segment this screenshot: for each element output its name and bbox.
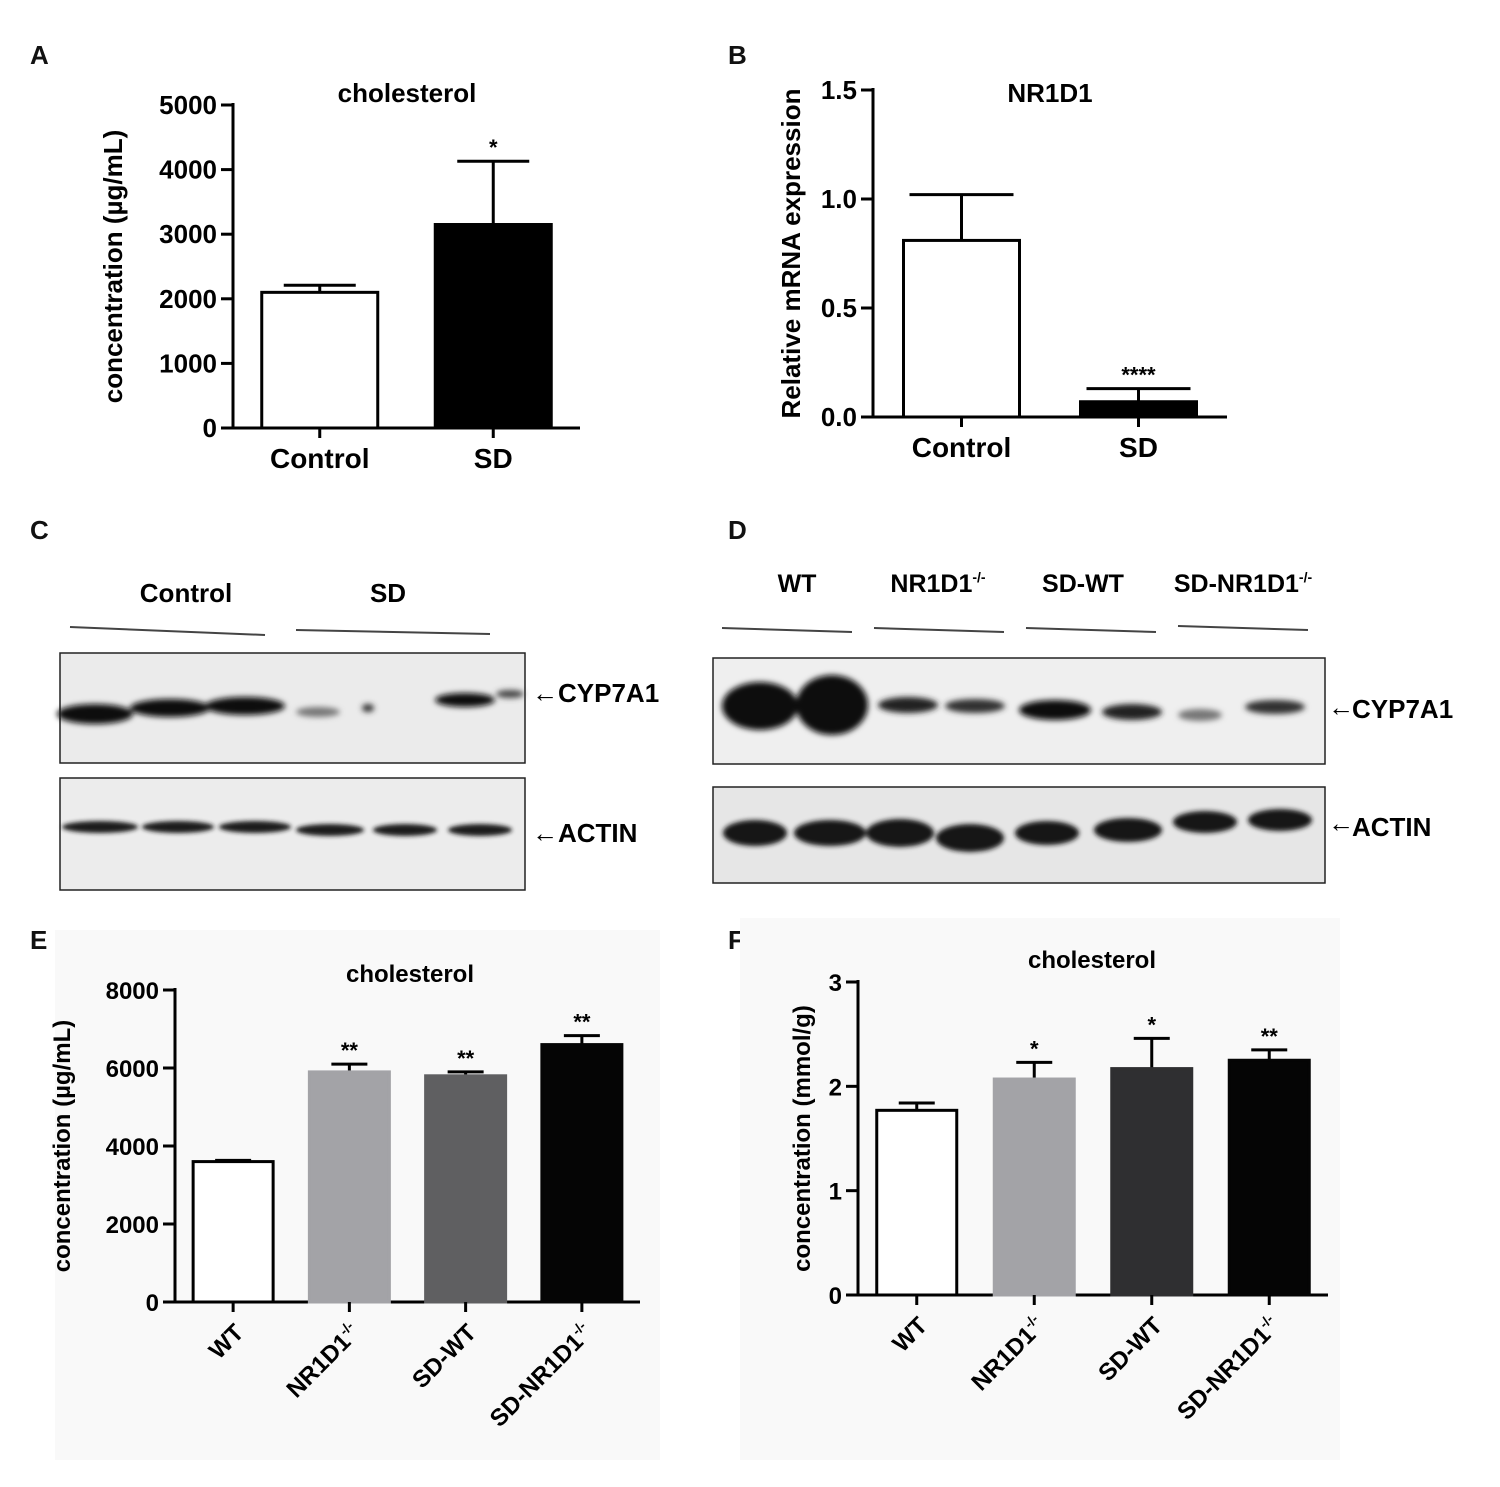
blot-d-label-actin: ACTIN <box>1352 812 1431 842</box>
panel-letter-a: A <box>30 40 49 70</box>
panel-letter-e: E <box>30 925 48 955</box>
chart-e-y-tick-label: 4000 <box>106 1134 159 1161</box>
chart-f-y-axis-label: concentration (mmol/g) <box>789 1005 816 1272</box>
chart-a-title: cholesterol <box>338 78 477 108</box>
chart-a-bar <box>433 223 553 430</box>
chart-b-significance-label: **** <box>1121 363 1156 388</box>
blot-c-actin <box>59 777 526 891</box>
blot-d-underline-sd-nr1d1 <box>1177 625 1309 631</box>
chart-f-significance-label: * <box>1030 1036 1039 1061</box>
blot-d-arrow-actin: ← <box>1328 808 1354 838</box>
chart-f-significance-label: ** <box>1261 1024 1279 1049</box>
chart-b-x-tick-label: Control <box>912 432 1012 463</box>
blot-c-arrow-actin: ← <box>532 818 558 848</box>
blot-d-cyp7a1 <box>712 657 1326 765</box>
chart-a-y-tick-label: 0 <box>203 413 217 443</box>
blot-c-group-sd: SD <box>370 578 406 608</box>
chart-b-y-axis-label: Relative mRNA expression <box>776 89 806 419</box>
blot-c-underline-sd <box>295 629 491 635</box>
chart-a-significance-label: * <box>489 135 498 160</box>
chart-b-title: NR1D1 <box>1007 78 1092 108</box>
blot-d-group-wt: WT <box>778 570 817 598</box>
chart-a-y-tick-label: 2000 <box>159 284 217 314</box>
chart-a-y-tick-label: 5000 <box>159 90 217 120</box>
chart-b-y-tick-label: 1.0 <box>821 184 857 214</box>
blot-d-arrow-cyp7a1: ← <box>1328 692 1354 722</box>
chart-e-cholesterol: 0 2000 4000 6000 8000 concentration (µg/mL) ch… <box>49 930 660 1460</box>
chart-f-significance-label: * <box>1147 1012 1156 1037</box>
chart-f-bar <box>1110 1067 1194 1297</box>
chart-e-y-tick-label: 6000 <box>106 1056 159 1083</box>
chart-e-significance-label: ** <box>457 1046 475 1071</box>
chart-a-y-axis-label: concentration (µg/mL) <box>98 130 128 404</box>
chart-e-bar <box>424 1074 508 1304</box>
chart-e-y-tick-label: 0 <box>146 1290 159 1317</box>
blot-d-underline-wt <box>721 627 853 633</box>
blot-d-label-cyp7a1: CYP7A1 <box>1352 694 1453 724</box>
chart-e-significance-label: ** <box>341 1038 359 1063</box>
panel-letter-c: C <box>30 515 49 545</box>
chart-e-y-tick-label: 2000 <box>106 1212 159 1239</box>
panel-letter-d: D <box>728 515 747 545</box>
blot-c-underline-control <box>69 626 266 636</box>
panel-letter-b: B <box>728 40 747 70</box>
chart-b-y-tick-label: 0.5 <box>821 293 857 323</box>
chart-f-bar <box>992 1077 1076 1297</box>
chart-a-y-tick-label: 1000 <box>159 348 217 378</box>
blot-c-label-actin: ACTIN <box>558 818 637 848</box>
western-blot-c: Control SD ← CYP7A1 ← ACTIN <box>57 578 659 891</box>
chart-a-cholesterol: 0 1000 2000 3000 4000 5000 concentration (µg/m… <box>98 78 580 474</box>
chart-b-y-tick-label: 0.0 <box>821 402 857 432</box>
blot-c-cyp7a1 <box>57 652 526 764</box>
western-blot-d: WT NR1D1-/- SD-WT SD-NR1D1-/- ← CYP7A1 <box>712 569 1453 884</box>
chart-a-y-tick-label: 3000 <box>159 219 217 249</box>
chart-e-title: cholesterol <box>346 961 474 988</box>
blot-d-actin <box>712 786 1326 884</box>
blot-d-group-sd-wt: SD-WT <box>1042 570 1124 598</box>
blot-d-underline-nr1d1 <box>873 627 1005 633</box>
chart-a-x-tick-label: SD <box>474 443 513 474</box>
chart-f-title: cholesterol <box>1028 947 1156 974</box>
chart-e-bar <box>307 1070 391 1304</box>
chart-f-bar <box>875 1108 959 1297</box>
chart-e-y-tick-label: 8000 <box>106 978 159 1005</box>
chart-e-y-axis-label: concentration (µg/mL) <box>49 1020 76 1273</box>
chart-f-bar <box>1227 1058 1311 1297</box>
blot-d-underline-sd-wt <box>1025 627 1157 633</box>
blot-d-group-nr1d1: NR1D1-/- <box>890 569 986 598</box>
chart-b-nr1d1-expression: 0.0 0.5 1.0 1.5 Relative mRNA expression NR1D… <box>776 75 1227 463</box>
blot-c-label-cyp7a1: CYP7A1 <box>558 678 659 708</box>
chart-f-y-tick-label: 1 <box>829 1179 842 1206</box>
blot-d-group-sd-nr1d1: SD-NR1D1-/- <box>1174 569 1313 598</box>
chart-b-x-tick-label: SD <box>1119 432 1158 463</box>
chart-a-y-tick-label: 4000 <box>159 155 217 185</box>
chart-f-y-tick-label: 0 <box>829 1283 842 1310</box>
chart-a-x-tick-label: Control <box>270 443 370 474</box>
blot-c-group-control: Control <box>140 578 232 608</box>
chart-f-y-tick-label: 3 <box>829 970 842 997</box>
blot-c-arrow-cyp7a1: ← <box>532 678 558 708</box>
chart-b-y-tick-label: 1.5 <box>821 75 857 105</box>
panel-letter-f: F <box>728 925 744 955</box>
chart-e-significance-label: ** <box>573 1010 591 1035</box>
chart-e-bar <box>540 1043 624 1304</box>
chart-f-y-tick-label: 2 <box>829 1074 842 1101</box>
